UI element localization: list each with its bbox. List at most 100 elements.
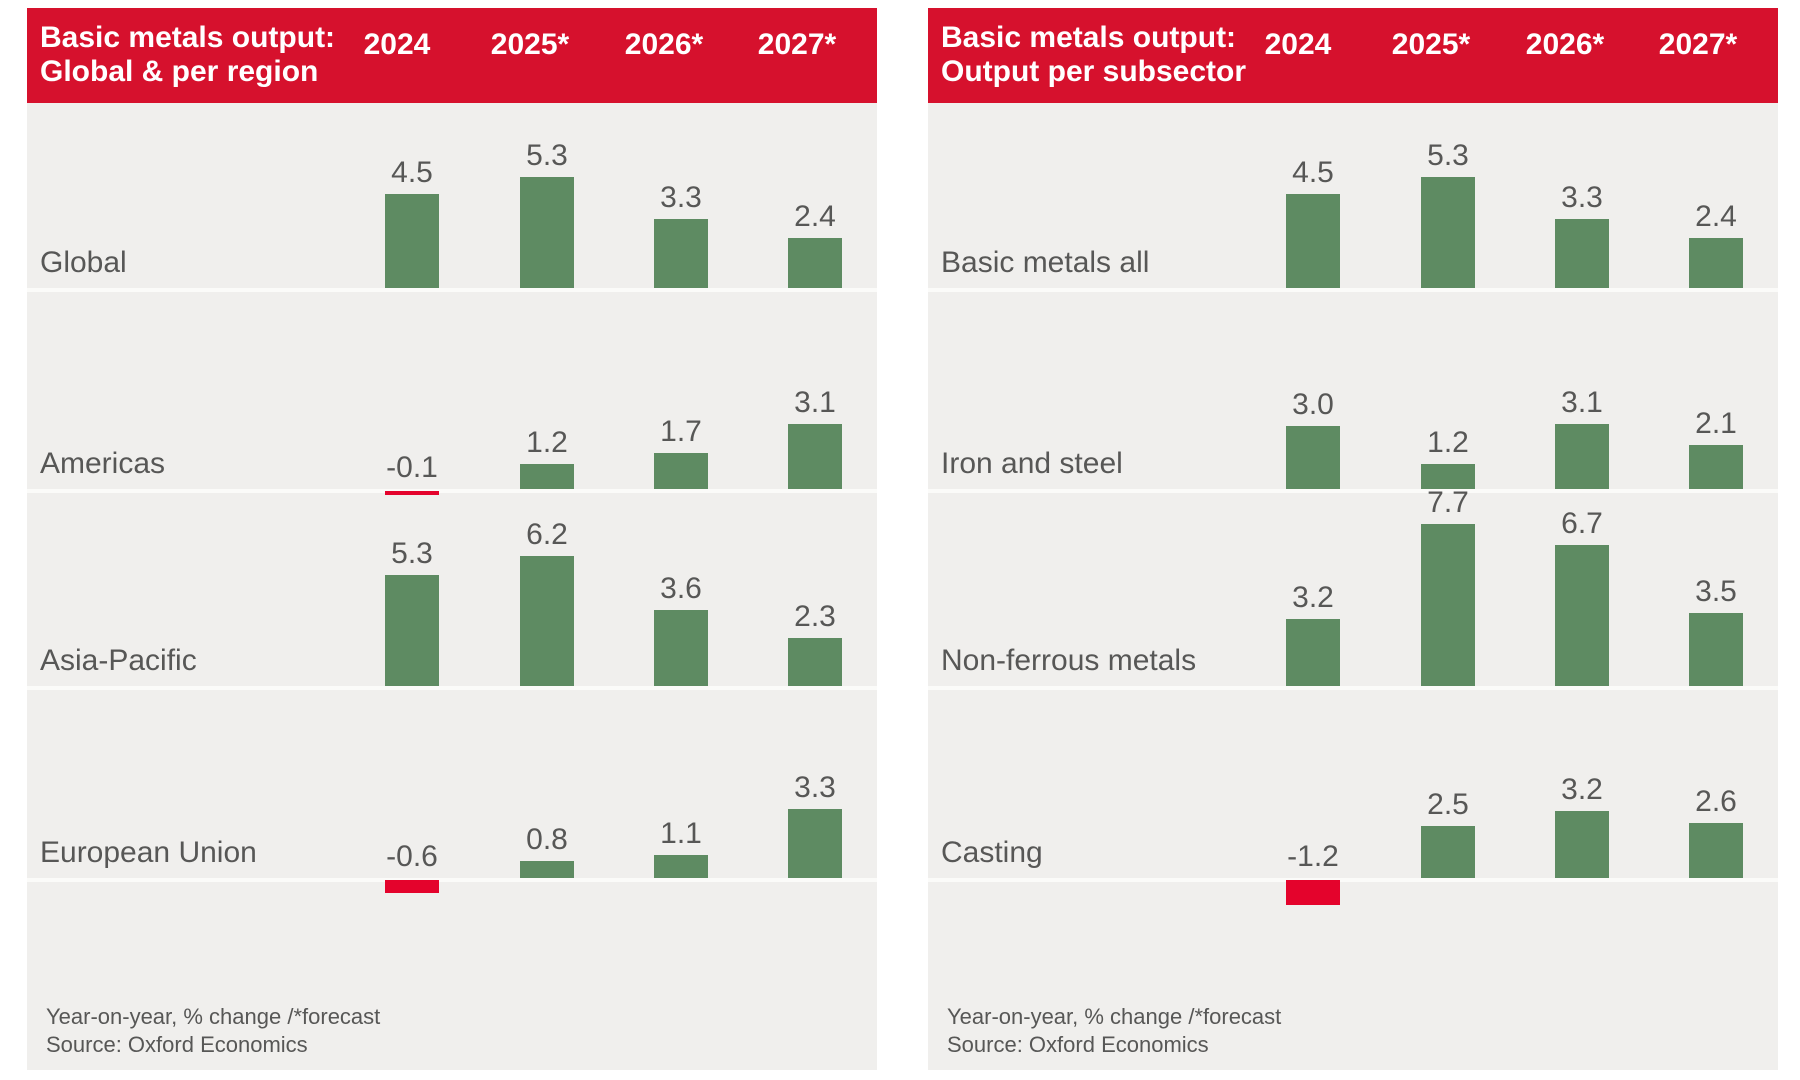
- chart-rows-subsectors: Basic metals all 4.5 5.3 3.3 2.4 Iron and ste…: [928, 8, 1778, 1070]
- row-label: Casting: [941, 836, 1043, 869]
- bar: [1555, 218, 1609, 288]
- bar-value-label: 1.2: [526, 425, 568, 459]
- column-header-2027: 2027*: [757, 28, 837, 61]
- bar-value-label: 1.1: [660, 816, 702, 850]
- bar-group: 5.3: [385, 493, 439, 690]
- panel-footer: Year-on-year, % change /*forecast Source…: [947, 1003, 1281, 1059]
- bar-value-label: -1.2: [1287, 840, 1339, 873]
- bar-value-label: 4.5: [1292, 155, 1334, 189]
- bar: [1689, 237, 1743, 288]
- bar: [1421, 825, 1475, 878]
- panel-global-per-region: Basic metals output: Global & per region…: [27, 8, 877, 1070]
- bar: [1555, 423, 1609, 489]
- bar: [1421, 463, 1475, 489]
- bar: [520, 176, 574, 288]
- bar-value-label: 3.2: [1292, 580, 1334, 614]
- bar: [1421, 176, 1475, 288]
- bar-group: 6.2: [520, 493, 574, 690]
- bar: [654, 218, 708, 288]
- bar-group: 4.5: [385, 103, 439, 292]
- column-header-2026: 2026*: [1525, 28, 1605, 61]
- bar-value-label: 3.0: [1292, 388, 1334, 421]
- row-separator: [928, 878, 1778, 882]
- bar-group: 1.7: [654, 292, 708, 493]
- bar-value-label: 6.7: [1561, 507, 1603, 541]
- panel-output-per-subsector: Basic metals output: Output per subsecto…: [928, 8, 1778, 1070]
- bar: [654, 610, 708, 686]
- negative-bar: [1286, 880, 1340, 906]
- column-header-2025: 2025*: [490, 28, 570, 61]
- panel-title-line1: Basic metals output:: [40, 21, 336, 54]
- bar-group: 2.4: [1689, 103, 1743, 292]
- column-header-2026: 2026*: [624, 28, 704, 61]
- bar: [654, 854, 708, 878]
- bar: [1689, 823, 1743, 878]
- row-separator: [27, 288, 877, 292]
- column-header-2024: 2024: [363, 28, 431, 61]
- bar-group: -0.1: [385, 292, 439, 495]
- bar: [788, 237, 842, 288]
- bar-value-label: 2.6: [1695, 785, 1737, 819]
- row-separator: [928, 489, 1778, 493]
- bar-value-label: 7.7: [1427, 486, 1469, 520]
- bar-group: 3.3: [654, 103, 708, 292]
- bar-group: 3.0: [1286, 292, 1340, 493]
- row-separator: [27, 489, 877, 493]
- bar-group: 7.7: [1421, 488, 1475, 690]
- bar: [1555, 545, 1609, 686]
- row-label: Asia-Pacific: [40, 644, 197, 677]
- row-separator: [27, 686, 877, 690]
- row-separator: [27, 878, 877, 882]
- bar-value-label: 3.6: [660, 572, 702, 606]
- panel-title-line1: Basic metals output:: [941, 21, 1237, 54]
- bar-group: 5.3: [520, 103, 574, 292]
- bar: [385, 193, 439, 288]
- panel-footer: Year-on-year, % change /*forecast Source…: [46, 1003, 380, 1059]
- panel-title: Basic metals output: Global & per region: [40, 21, 335, 89]
- panel-header-subsectors: Basic metals output: Output per subsecto…: [928, 8, 1778, 103]
- bar-value-label: 2.1: [1695, 406, 1737, 440]
- bar-value-label: 3.3: [660, 180, 702, 214]
- bar-group: 2.5: [1421, 690, 1475, 882]
- bar: [1689, 444, 1743, 489]
- panel-title-line2: Output per subsector: [941, 55, 1247, 88]
- footnote-source: Source: Oxford Economics: [947, 1032, 1209, 1057]
- bar-value-label: 0.8: [526, 823, 568, 857]
- panel-title-line2: Global & per region: [40, 55, 319, 88]
- bar: [1421, 524, 1475, 686]
- row-label: Non-ferrous metals: [941, 644, 1197, 677]
- column-header-2027: 2027*: [1658, 28, 1738, 61]
- row-separator: [928, 288, 1778, 292]
- bar-value-label: 3.5: [1695, 574, 1737, 608]
- chart-row: Basic metals all 4.5 5.3 3.3 2.4: [928, 103, 1778, 292]
- negative-bar: [385, 880, 439, 893]
- bar-value-label: -0.1: [386, 451, 438, 484]
- bar: [1689, 612, 1743, 686]
- bar-value-label: 3.3: [794, 770, 836, 804]
- bar-group: 2.6: [1689, 690, 1743, 882]
- bar-group: 0.8: [520, 690, 574, 882]
- panel-title: Basic metals output: Output per subsecto…: [941, 21, 1246, 89]
- bar-group: 2.4: [788, 103, 842, 292]
- footnote-units: Year-on-year, % change /*forecast: [947, 1004, 1282, 1029]
- bar-value-label: 2.3: [794, 599, 836, 633]
- footnote-source: Source: Oxford Economics: [46, 1032, 308, 1057]
- bar: [1286, 193, 1340, 288]
- bar-value-label: 3.1: [1561, 385, 1603, 419]
- bar-value-label: 2.4: [794, 199, 836, 233]
- bar: [385, 574, 439, 686]
- chart-row: European Union -0.6 0.8 1.1 3.3: [27, 690, 877, 893]
- footnote-units: Year-on-year, % change /*forecast: [46, 1004, 381, 1029]
- bar-group: 1.1: [654, 690, 708, 882]
- bar: [1286, 426, 1340, 489]
- bar-value-label: 4.5: [391, 155, 433, 189]
- chart-row: Non-ferrous metals 3.2 7.7 6.7 3.5: [928, 488, 1778, 690]
- bar-group: 3.3: [788, 690, 842, 882]
- column-header-2025: 2025*: [1391, 28, 1471, 61]
- bar: [520, 861, 574, 878]
- row-label: Iron and steel: [941, 447, 1123, 480]
- bar-group: 2.3: [788, 493, 842, 690]
- bar-group: 3.3: [1555, 103, 1609, 292]
- row-label: Basic metals all: [941, 246, 1150, 279]
